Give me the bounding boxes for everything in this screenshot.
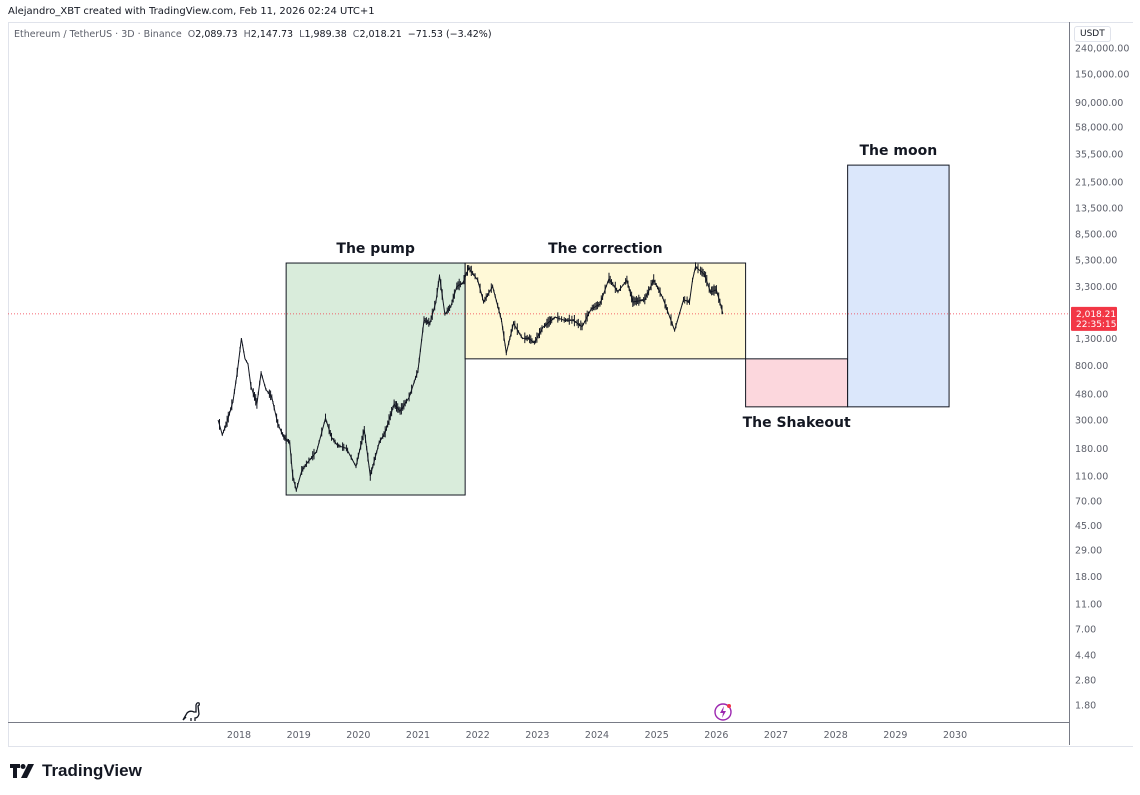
price-tick-label: 5,300.00 xyxy=(1075,256,1117,267)
price-tick-label: 29.00 xyxy=(1075,546,1102,557)
price-tick-label: 800.00 xyxy=(1075,361,1108,372)
open-label: O xyxy=(187,29,196,40)
price-tick-label: 180.00 xyxy=(1075,444,1108,455)
time-tick-label: 2024 xyxy=(585,730,609,741)
annotation-box[interactable] xyxy=(847,164,950,408)
price-tick-label: 21,500.00 xyxy=(1075,178,1123,189)
high-label: H xyxy=(243,29,251,40)
symbol-name[interactable]: Ethereum / TetherUS · 3D · Binance xyxy=(14,29,182,40)
annotation-boxes: The pump The correction The Shakeout The mo… xyxy=(285,143,950,496)
price-tick-label: 3,300.00 xyxy=(1075,282,1117,293)
annotation-label: The Shakeout xyxy=(743,415,851,431)
symbol-legend: Ethereum / TetherUS · 3D · Binance O2,08… xyxy=(14,29,492,40)
countdown-label: 22:35:15 xyxy=(1076,320,1116,330)
time-tick-label: 2022 xyxy=(466,730,490,741)
annotation-label: The pump xyxy=(336,241,414,257)
price-tick-label: 300.00 xyxy=(1075,416,1108,427)
time-tick-label: 2018 xyxy=(227,730,251,741)
price-axis: 240,000.00 150,000.00 90,000.00 58,000.00 35… xyxy=(8,22,1129,745)
tradingview-logo-icon xyxy=(10,764,34,778)
price-tick-label: 110.00 xyxy=(1075,471,1108,482)
change-value: −71.53 (−3.42%) xyxy=(407,29,492,40)
time-tick-label: 2027 xyxy=(764,730,788,741)
annotation-label: The moon xyxy=(860,143,938,159)
price-tick-label: 90,000.00 xyxy=(1075,98,1123,109)
low-label: L xyxy=(299,29,305,40)
open-value: 2,089.73 xyxy=(195,29,238,40)
low-value: 1,989.38 xyxy=(304,29,347,40)
chart-frame xyxy=(8,22,1133,747)
price-tick-label: 45.00 xyxy=(1075,521,1102,532)
time-axis: 2018 2019 2020 2021 2022 2023 2024 2025 2026 2027… xyxy=(182,702,967,741)
time-tick-label: 2023 xyxy=(525,730,549,741)
time-tick-label: 2028 xyxy=(824,730,848,741)
tradingview-logo[interactable]: TradingView xyxy=(10,761,142,781)
close-value: 2,018.21 xyxy=(359,29,402,40)
annotation-box[interactable] xyxy=(464,262,747,360)
currency-button[interactable]: USDT xyxy=(1074,26,1111,42)
price-tick-label: 11.00 xyxy=(1075,600,1102,611)
time-tick-label: 2021 xyxy=(406,730,430,741)
time-tick-label: 2020 xyxy=(346,730,370,741)
price-tick-label: 4.40 xyxy=(1075,651,1096,662)
price-line xyxy=(217,265,724,493)
price-tick-label: 7.00 xyxy=(1075,625,1096,636)
price-tick-label: 2.80 xyxy=(1075,676,1096,687)
price-tick-label: 150,000.00 xyxy=(1075,70,1129,81)
chart-credit: Alejandro_XBT created with TradingView.c… xyxy=(8,6,375,17)
time-tick-label: 2029 xyxy=(883,730,907,741)
last-price-badge xyxy=(1071,306,1117,331)
price-tick-label: 1,300.00 xyxy=(1075,334,1117,345)
close-label: C xyxy=(352,29,360,40)
price-tick-label: 1.80 xyxy=(1075,700,1096,711)
price-tick-label: 35,500.00 xyxy=(1075,150,1123,161)
price-series xyxy=(8,262,1069,493)
price-tick-label: 70.00 xyxy=(1075,497,1102,508)
price-tick-label: 13,500.00 xyxy=(1075,204,1123,215)
price-tick-label: 240,000.00 xyxy=(1075,43,1129,54)
events-lightning-icon[interactable] xyxy=(714,703,732,721)
high-value: 2,147.73 xyxy=(250,29,294,40)
annotation-label: The correction xyxy=(548,241,662,257)
time-tick-label: 2026 xyxy=(704,730,728,741)
price-tick-label: 58,000.00 xyxy=(1075,122,1123,133)
last-price-label: 2,018.21 xyxy=(1076,310,1116,320)
price-tick-label: 8,500.00 xyxy=(1075,229,1117,240)
time-tick-label: 2025 xyxy=(645,730,669,741)
time-tick-label: 2030 xyxy=(943,730,967,741)
tradingview-logo-text: TradingView xyxy=(42,761,142,780)
annotation-box[interactable] xyxy=(745,358,849,408)
price-tick-label: 480.00 xyxy=(1075,389,1108,400)
dinosaur-icon[interactable] xyxy=(182,702,200,721)
price-tick-label: 18.00 xyxy=(1075,572,1102,583)
time-tick-label: 2019 xyxy=(287,730,311,741)
